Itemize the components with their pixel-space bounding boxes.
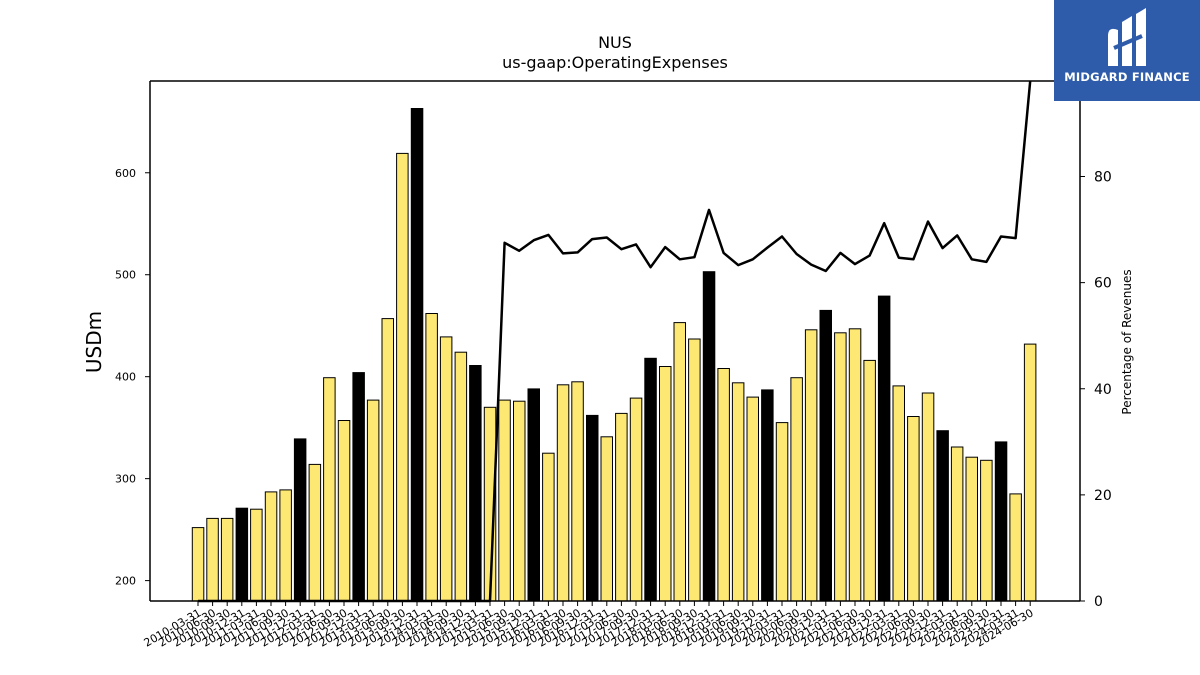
logo-text: MIDGARD FINANCE	[1064, 70, 1190, 84]
bar	[279, 489, 292, 602]
bar	[848, 328, 862, 602]
bar	[542, 452, 555, 602]
percentage-line	[198, 80, 1032, 603]
y2-tick-label: 80	[1094, 170, 1112, 186]
bar	[323, 377, 336, 602]
bar	[191, 527, 205, 602]
bar	[1009, 493, 1022, 602]
brand-logo: MIDGARD FINANCE	[1054, 0, 1200, 101]
bar	[775, 422, 789, 602]
bar	[804, 329, 818, 602]
bar	[556, 384, 570, 602]
bar	[731, 382, 745, 602]
bar	[819, 309, 832, 602]
y2-tick-label: 40	[1094, 382, 1112, 398]
chart-subtitle: us-gaap:OperatingExpenses	[502, 53, 728, 72]
y2-tick-label: 60	[1094, 276, 1112, 292]
bar	[863, 359, 876, 602]
bar	[337, 420, 351, 602]
bar	[498, 399, 511, 602]
bar	[980, 459, 993, 602]
y-tick-label: 500	[115, 269, 136, 282]
logo-mark-icon	[1108, 8, 1146, 66]
y-tick-label: 600	[115, 167, 136, 180]
bar	[293, 438, 307, 602]
bar	[381, 318, 394, 602]
y-tick-label: 200	[115, 575, 136, 588]
bar	[366, 399, 380, 602]
bar	[571, 381, 584, 602]
bar	[892, 385, 905, 602]
bar	[425, 313, 438, 602]
bar	[410, 108, 424, 602]
y2-axis-label: Percentage of Revenues	[1120, 269, 1134, 414]
axes	[149, 80, 1081, 602]
bar	[235, 507, 249, 602]
bar	[965, 456, 978, 602]
bar	[600, 436, 613, 602]
bar	[527, 388, 540, 602]
y-tick-label: 300	[115, 473, 136, 486]
bar	[586, 414, 599, 602]
y-axis-label: USDm	[82, 311, 106, 373]
bar	[877, 295, 891, 602]
bar	[615, 412, 628, 602]
bar	[1023, 343, 1037, 602]
chart-title: NUS	[598, 33, 632, 52]
bar	[950, 446, 964, 602]
y-axis-ticks: 200 300 400 500 600	[115, 167, 150, 588]
bar	[439, 336, 453, 602]
bar	[264, 491, 278, 602]
bar	[921, 392, 935, 602]
bar	[688, 338, 701, 602]
bar	[454, 351, 468, 602]
x-axis-ticks: 2010-03-312010-06-302010-09-302010-12-31…	[142, 601, 1036, 650]
bar	[308, 463, 322, 602]
bar	[629, 397, 643, 602]
bar	[717, 368, 730, 602]
bar	[250, 508, 263, 602]
y2-tick-label: 20	[1094, 488, 1112, 504]
bar	[746, 396, 759, 602]
bar	[790, 377, 803, 602]
bar	[206, 517, 219, 602]
bar	[396, 152, 409, 602]
bar	[907, 416, 920, 602]
bar	[761, 389, 774, 602]
bar	[644, 357, 657, 602]
bar	[994, 441, 1008, 602]
y2-tick-label: 0	[1094, 594, 1103, 610]
bar	[469, 365, 482, 602]
bar	[659, 366, 672, 602]
bar	[513, 400, 526, 602]
y2-axis-ticks: 0 20 40 60 80	[1080, 170, 1112, 610]
bar-series	[191, 108, 1037, 602]
line-series	[198, 80, 1032, 603]
y-tick-label: 400	[115, 371, 136, 384]
bar	[936, 430, 949, 602]
bar	[352, 372, 365, 602]
bar	[702, 271, 716, 602]
bar	[220, 517, 234, 602]
bar	[834, 332, 847, 602]
bar	[673, 322, 686, 602]
